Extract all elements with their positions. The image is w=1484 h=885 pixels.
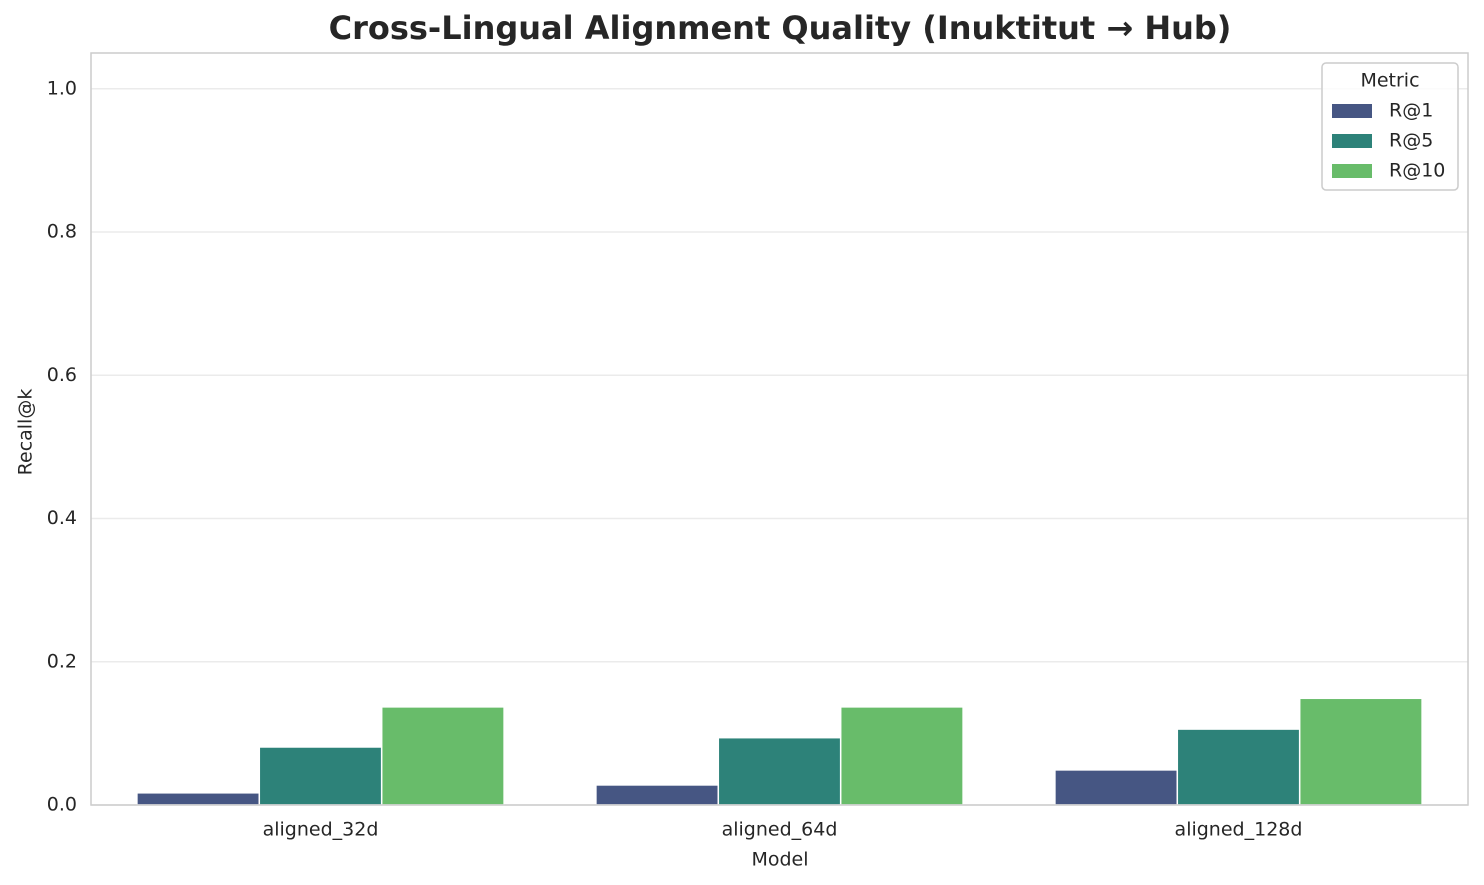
legend-label: R@5 xyxy=(1389,130,1433,152)
legend-swatch xyxy=(1332,134,1372,148)
legend-title: Metric xyxy=(1360,70,1419,92)
y-tick-label: 1.0 xyxy=(47,77,77,99)
legend-swatch xyxy=(1332,104,1372,118)
y-tick-label: 0.2 xyxy=(47,650,77,672)
y-tick-label: 0.6 xyxy=(47,364,77,386)
chart-title: Cross-Lingual Alignment Quality (Inuktit… xyxy=(329,9,1232,47)
bar xyxy=(1054,769,1179,806)
y-tick-label: 0.4 xyxy=(47,507,77,529)
bar xyxy=(1176,728,1301,806)
x-tick-label: aligned_64d xyxy=(722,819,838,841)
x-tick-label: aligned_128d xyxy=(1175,819,1303,841)
bar xyxy=(595,784,720,806)
bar xyxy=(258,746,383,806)
y-tick-label: 0.8 xyxy=(47,221,77,243)
legend-label: R@10 xyxy=(1389,160,1445,182)
y-tick-label: 0.0 xyxy=(47,794,77,816)
bar xyxy=(717,736,842,806)
bar xyxy=(380,706,505,806)
legend-box xyxy=(1321,62,1459,191)
plot-frame xyxy=(90,52,1469,806)
x-axis-label: Model xyxy=(751,849,808,871)
legend-swatch xyxy=(1332,164,1372,178)
x-tick-label: aligned_32d xyxy=(263,819,379,841)
bar xyxy=(136,792,261,806)
legend-label: R@1 xyxy=(1389,100,1433,122)
y-axis-label: Recall@k xyxy=(15,389,37,476)
bar xyxy=(839,706,964,806)
bar xyxy=(1298,697,1423,806)
